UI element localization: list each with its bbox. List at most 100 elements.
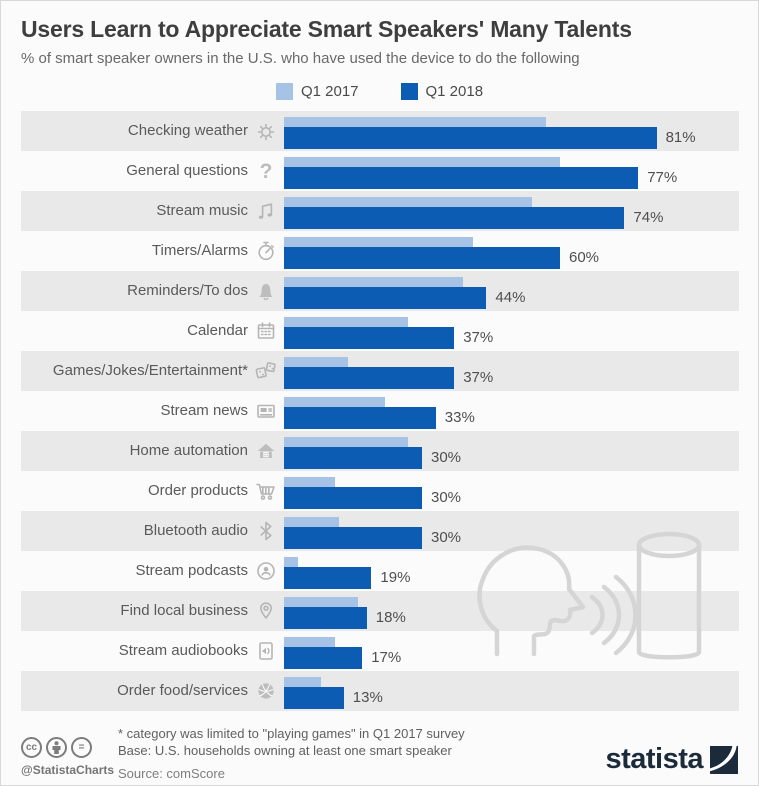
category-label: Home automation [129,442,248,459]
bar-q1-2018 [284,327,455,349]
bar-value-label: 74% [633,209,664,226]
chart-row: Games/Jokes/Entertainment* 37% [21,351,739,391]
legend-label: Q1 2018 [425,83,484,100]
footnote-line-1: * category was limited to "playing games… [118,726,465,741]
bar-q1-2018 [284,647,363,669]
bar-group: 13% [284,671,739,711]
bar-q1-2017 [284,637,335,649]
category-label: Checking weather [127,122,248,139]
bar-q1-2018 [284,207,625,229]
bar-group: 30% [284,511,739,551]
footnote-block: * category was limited to "playing games… [117,725,605,781]
legend-item: Q1 2017 [275,83,359,100]
category-label: Stream audiobooks [118,642,248,659]
bar-q1-2018 [284,527,422,549]
bar-group: 18% [284,591,739,631]
category-label: Timers/Alarms [151,242,248,259]
bar-group: 37% [284,311,739,351]
bar-q1-2017 [284,277,464,289]
chart-row: Order food/services 13% [21,671,739,711]
bar-group: 30% [284,471,739,511]
chart-row: Checking weather 81% [21,111,739,151]
bar-group: 30% [284,431,739,471]
chart-row: Stream audiobooks 17% [21,631,739,671]
statista-logo-mark-icon [710,745,738,774]
bar-q1-2017 [284,477,335,489]
bar-value-label: 30% [431,449,462,466]
chart-row: Stream podcasts 19% [21,551,739,591]
bar-value-label: 18% [375,609,406,626]
source-label: Source: comScore [118,766,225,781]
statista-wordmark: statista [605,743,703,775]
podcast-icon [248,551,284,591]
legend-item: Q1 2018 [400,83,484,100]
chart-row: General questions? 77% [21,151,739,191]
bar-q1-2018 [284,247,560,269]
pizza-icon [248,671,284,711]
category-label: Stream music [156,202,248,219]
attribution-person-icon[interactable] [46,737,67,758]
bar-q1-2018 [284,687,344,709]
category-label: Games/Jokes/Entertainment* [52,362,248,379]
page-title: Users Learn to Appreciate Smart Speakers… [21,16,632,42]
bar-q1-2018 [284,447,422,469]
category-label: Calendar [187,322,248,339]
legend-label: Q1 2017 [300,83,359,100]
chart-header: Users Learn to Appreciate Smart Speakers… [1,1,758,67]
bar-group: 60% [284,231,739,271]
bar-value-label: 33% [444,409,475,426]
no-derivatives-icon[interactable]: = [71,737,92,758]
chart-row: Stream news 33% [21,391,739,431]
footnote-line-2: Base: U.S. households owning at least on… [118,743,452,758]
statista-logo[interactable]: statista [605,725,738,776]
chart-legend: Q1 2017 Q1 2018 [1,83,758,100]
bar-group: 77% [284,151,739,191]
bar-value-label: 77% [647,169,678,186]
cc-icon[interactable]: cc [21,737,42,758]
bar-q1-2018 [284,287,487,309]
chart-footer: cc = @StatistaCharts * category was limi… [1,719,758,785]
house-icon [248,431,284,471]
chart-row: Bluetooth audio 30% [21,511,739,551]
map-pin-icon [248,591,284,631]
category-label: Find local business [120,602,248,619]
bar-group: 81% [284,111,739,151]
chart-row: Calendar 37% [21,311,739,351]
bar-q1-2017 [284,517,340,529]
bar-q1-2017 [284,557,298,569]
bar-group: 37% [284,351,739,391]
bar-q1-2017 [284,317,409,329]
bar-value-label: 60% [569,249,600,266]
category-label: General questions [126,162,248,179]
cart-icon [248,471,284,511]
bar-q1-2018 [284,407,436,429]
bar-q1-2018 [284,567,372,589]
audiobook-icon [248,631,284,671]
bar-chart: Checking weather 81% General questions? 77%… [21,111,739,711]
chart-row: Order products 30% [21,471,739,511]
bar-q1-2017 [284,237,473,249]
bar-group: 44% [284,271,739,311]
bar-q1-2017 [284,397,386,409]
bar-value-label: 30% [431,529,462,546]
category-label: Stream news [160,402,248,419]
bar-group: 33% [284,391,739,431]
chart-row: Find local business 18% [21,591,739,631]
bar-group: 19% [284,551,739,591]
chart-row: Timers/Alarms 60% [21,231,739,271]
category-label: Reminders/To dos [127,282,248,299]
category-label: Stream podcasts [135,562,248,579]
bar-value-label: 19% [380,569,411,586]
bell-icon [248,271,284,311]
bar-value-label: 17% [371,649,402,666]
bar-value-label: 13% [352,689,383,706]
bar-q1-2018 [284,487,422,509]
page-subtitle: % of smart speaker owners in the U.S. wh… [21,50,580,67]
license-block: cc = @StatistaCharts [21,725,117,777]
bar-q1-2017 [284,677,321,689]
music-notes-icon [248,191,284,231]
news-icon [248,391,284,431]
question-mark-icon: ? [259,159,273,183]
legend-swatch [400,83,418,100]
